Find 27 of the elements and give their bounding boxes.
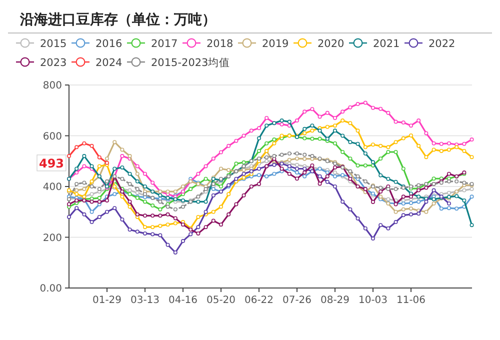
legend-label: 2020 <box>318 38 344 50</box>
y-tick-label: 800 <box>42 80 62 92</box>
x-tick-label: 11-06 <box>396 295 426 306</box>
x-tick-label: 01-29 <box>92 295 122 306</box>
annotation: 493 <box>38 156 64 170</box>
x-tick-label: 04-16 <box>168 295 198 306</box>
y-tick-label: 400 <box>42 182 62 193</box>
legend-label: 2019 <box>262 38 289 50</box>
x-tick-label: 06-22 <box>244 295 274 306</box>
legend-label: 2023 <box>40 56 67 69</box>
y-tick-label: 200 <box>42 232 62 244</box>
x-tick-label: 05-20 <box>206 295 236 306</box>
legend-label: 2015-2023均值 <box>151 56 230 69</box>
legend-label: 2021 <box>373 38 400 50</box>
y-tick-label: 0.00 <box>40 284 62 294</box>
legend-label: 2022 <box>428 38 456 50</box>
y-tick-label: 600 <box>42 131 62 142</box>
x-tick-label: 08-29 <box>320 295 350 306</box>
x-tick-label: 03-13 <box>130 295 160 306</box>
x-tick-label: 10-03 <box>358 295 388 306</box>
legend-label: 2017 <box>151 38 178 50</box>
legend-label: 2018 <box>206 38 234 50</box>
chart-title: 沿海进口豆库存（单位：万吨） <box>19 11 216 28</box>
legend-label: 2016 <box>96 38 123 50</box>
legend-label: 2015 <box>40 38 67 50</box>
x-tick-label: 07-26 <box>282 295 312 306</box>
legend-label: 2024 <box>96 56 123 69</box>
